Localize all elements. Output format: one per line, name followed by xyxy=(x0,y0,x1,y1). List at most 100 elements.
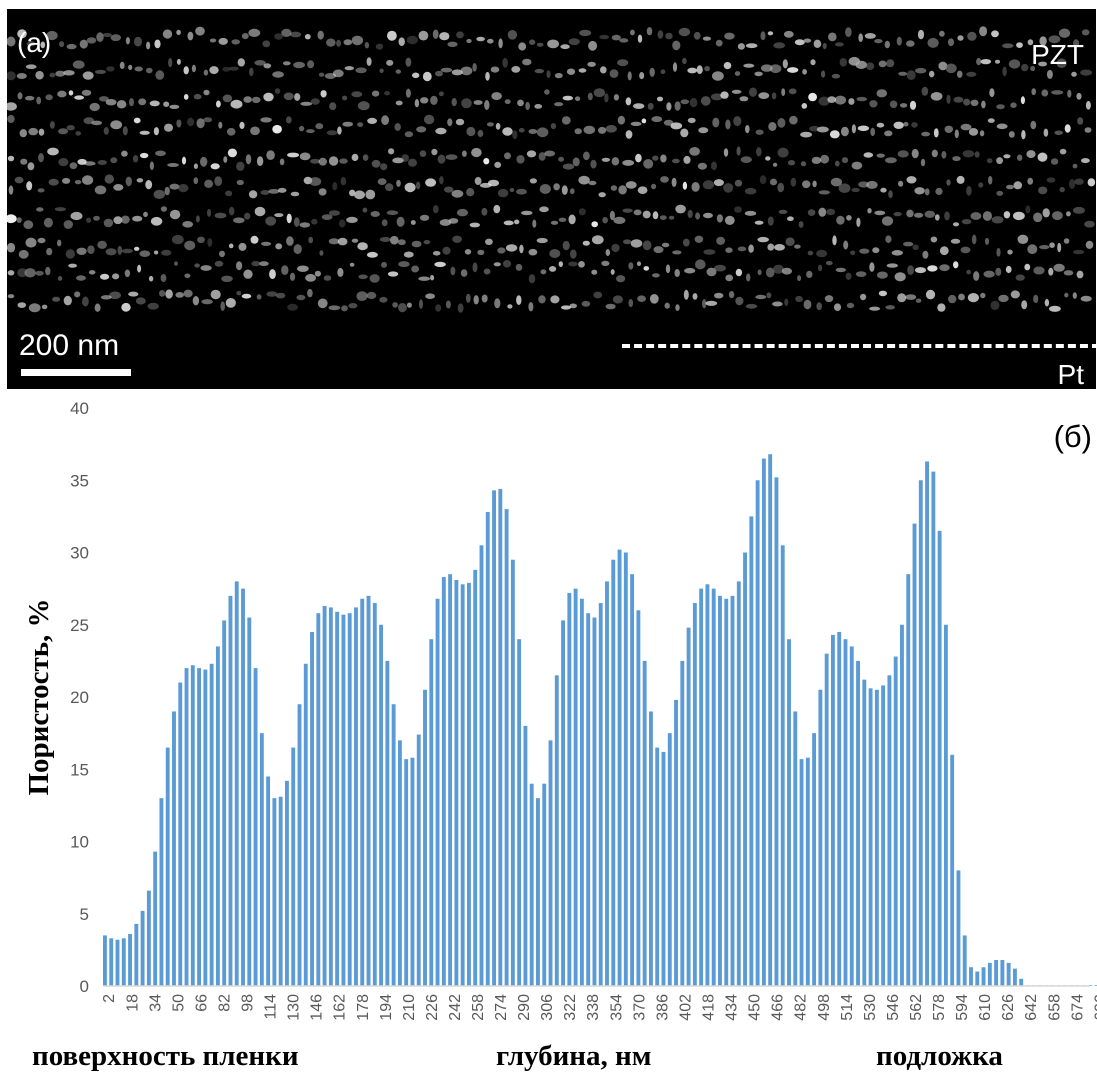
bar xyxy=(711,588,716,987)
tem-grain xyxy=(515,263,523,271)
tem-grain xyxy=(872,247,880,254)
tem-grain xyxy=(241,293,252,299)
bar xyxy=(285,780,289,986)
x-tick-label: 354 xyxy=(608,994,625,1021)
tem-grain xyxy=(979,26,988,37)
tem-grain xyxy=(867,208,872,214)
tem-grain xyxy=(917,29,925,40)
tem-grain xyxy=(572,157,580,167)
tem-image xyxy=(7,26,1096,313)
tem-grain xyxy=(558,217,567,222)
tem-grain xyxy=(529,178,538,184)
bar xyxy=(354,607,358,986)
tem-grain xyxy=(406,302,412,308)
bar xyxy=(335,611,340,986)
tem-grain xyxy=(432,205,439,214)
bar xyxy=(736,581,741,986)
tem-grain xyxy=(788,88,797,95)
bar xyxy=(140,910,145,986)
tem-grain xyxy=(504,152,511,160)
tem-grain xyxy=(754,220,764,225)
tem-grain xyxy=(82,296,89,307)
tem-grain xyxy=(502,260,512,268)
tem-grain xyxy=(547,39,559,49)
tem-grain xyxy=(966,71,977,77)
tem-grain xyxy=(588,40,598,51)
tem-grain xyxy=(784,298,789,306)
tem-grain xyxy=(715,39,723,47)
tem-grain xyxy=(893,121,904,129)
tem-grain xyxy=(432,251,441,256)
bar xyxy=(1019,978,1024,986)
tem-grain xyxy=(855,60,868,69)
tem-grain xyxy=(734,179,743,187)
tem-grain xyxy=(171,234,184,245)
tem-grain xyxy=(1003,211,1011,219)
tem-grain xyxy=(816,249,828,258)
tem-grain xyxy=(163,101,170,107)
x-tick-labels: 2 18 34 50 66 82 98 114 130 146 162 178 194 210 226 242… xyxy=(101,994,1097,1021)
tem-grain xyxy=(651,183,657,190)
tem-grain xyxy=(743,63,755,68)
x-tick-label: 402 xyxy=(678,994,695,1021)
tem-grain xyxy=(664,302,670,309)
pzt-layer-label: PZT xyxy=(1031,39,1084,70)
tem-grain xyxy=(168,58,173,68)
bar xyxy=(234,581,239,986)
tem-grain xyxy=(124,269,131,278)
tem-grain xyxy=(517,99,524,107)
bar xyxy=(862,679,867,986)
tem-grain xyxy=(546,70,551,78)
tem-grain xyxy=(381,261,387,268)
tem-grain xyxy=(980,59,992,65)
bar xyxy=(868,688,873,986)
tem-grain xyxy=(63,220,73,229)
tem-grain xyxy=(274,213,284,218)
bar xyxy=(404,759,409,986)
tem-grain xyxy=(254,60,266,66)
tem-grain xyxy=(843,240,849,250)
panel-b-label: (б) xyxy=(1054,419,1092,454)
bar xyxy=(981,967,986,986)
tem-grain xyxy=(1020,96,1025,105)
tem-grain xyxy=(254,206,266,217)
bar xyxy=(667,733,672,987)
tem-grain xyxy=(159,290,166,297)
tem-grain xyxy=(982,211,993,221)
tem-grain xyxy=(1027,177,1034,185)
bar xyxy=(153,851,158,986)
tem-grain xyxy=(494,161,502,168)
tem-grain xyxy=(97,240,107,249)
tem-grain xyxy=(979,130,985,137)
tem-grain xyxy=(818,96,830,106)
tem-grain xyxy=(308,236,314,244)
x-tick-label: 418 xyxy=(701,994,718,1021)
tem-grain xyxy=(939,246,949,256)
tem-grain xyxy=(578,261,585,268)
tem-grain xyxy=(850,250,856,256)
tem-grain xyxy=(851,124,857,134)
tem-grain xyxy=(419,214,430,221)
tem-grain xyxy=(675,204,686,214)
tem-grain xyxy=(277,187,287,193)
tem-grain xyxy=(937,303,946,312)
tem-grain xyxy=(87,245,95,254)
tem-grain xyxy=(404,131,414,138)
tem-grain xyxy=(833,303,842,312)
tem-grain xyxy=(121,215,130,224)
x-tick-label: 18 xyxy=(124,994,141,1012)
tem-grain xyxy=(525,101,530,111)
bar xyxy=(994,959,999,986)
tem-grain xyxy=(105,248,117,256)
tem-grain xyxy=(991,216,1004,224)
bar xyxy=(1000,959,1005,986)
tem-grain xyxy=(464,249,472,255)
tem-grain xyxy=(1049,305,1061,312)
tem-grain xyxy=(230,99,243,109)
tem-grain xyxy=(860,293,867,301)
tem-grain xyxy=(174,261,178,266)
tem-grain xyxy=(260,117,272,123)
tem-grain xyxy=(1085,240,1094,249)
tem-grain xyxy=(251,261,261,267)
bar xyxy=(441,577,446,986)
